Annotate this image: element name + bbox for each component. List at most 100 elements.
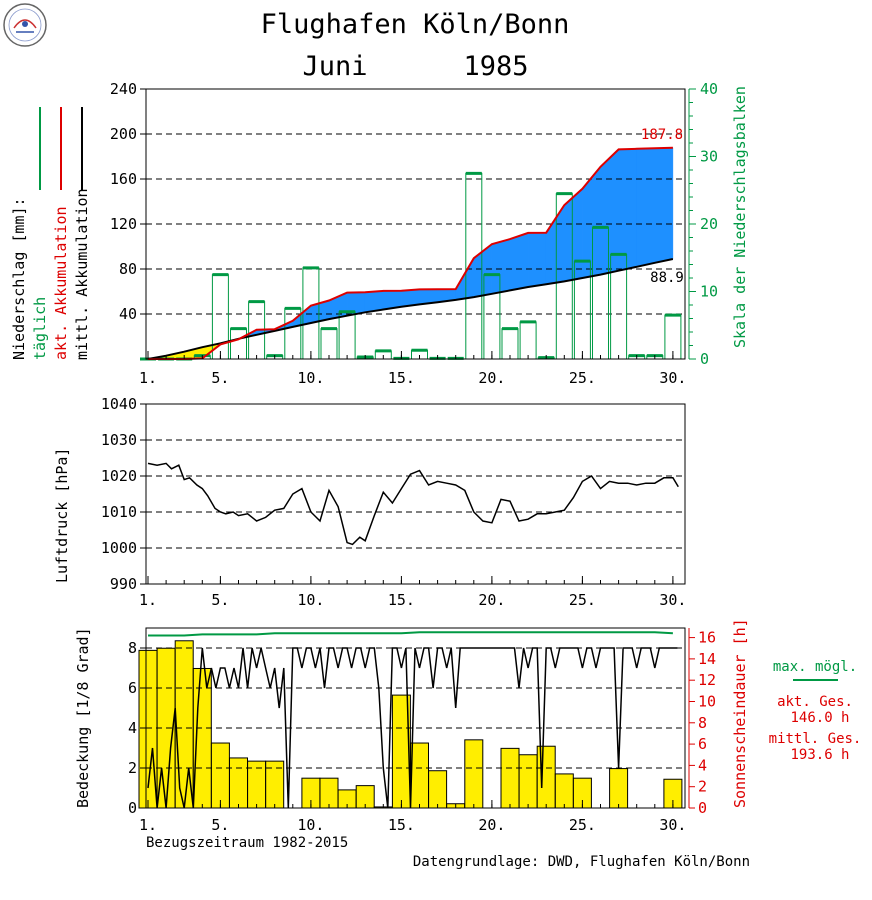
sunshine-mean-total-label: mittl. Ges. <box>769 731 862 747</box>
chart-title-year: 1985 <box>463 51 528 82</box>
pressure-y-tick-label: 1020 <box>101 467 137 485</box>
chart-title-station: Flughafen Köln/Bonn <box>261 9 570 40</box>
pressure-x-tick-label: 15. <box>388 591 415 609</box>
pressure-x-tick-label: 10. <box>297 591 324 609</box>
precip-right-tick-label: 40 <box>700 80 718 98</box>
sunshine-right-tick-label: 16 <box>698 629 716 647</box>
precip-right-tick-label: 0 <box>700 350 709 368</box>
pressure-y-tick-label: 1010 <box>101 503 137 521</box>
sunshine-bar <box>500 747 520 809</box>
sunshine-right-tick-label: 10 <box>698 692 716 710</box>
precip-x-tick-label: 20. <box>478 369 505 387</box>
surplus-fill <box>545 204 565 285</box>
clouds-y-tick-label: 8 <box>128 639 137 657</box>
precip-y-tick-label: 200 <box>110 125 137 143</box>
precip-right-tick-label: 10 <box>700 283 718 301</box>
pressure-x-tick-label: 20. <box>478 591 505 609</box>
precipitation-panel: 40 80 120 160 200 240 0 10 20 30 40 1. 5. 10. 15. 20. 25… <box>10 80 749 387</box>
sunshine-right-tick-label: 14 <box>698 650 716 668</box>
precip-x-tick-label: 10. <box>297 369 324 387</box>
reference-period: Bezugszeitraum 1982-2015 <box>146 835 348 851</box>
sunshine-bar <box>554 773 574 809</box>
pressure-x-tick-label: 25. <box>569 591 596 609</box>
dwd-logo <box>3 3 47 47</box>
clouds-x-tick-label: 20. <box>478 816 505 834</box>
sunshine-bar <box>428 770 448 809</box>
sunshine-right-tick-label: 0 <box>698 799 707 817</box>
precip-y-tick-label: 240 <box>110 80 137 98</box>
surplus-fill <box>654 147 674 264</box>
chart-title-month: Juni <box>302 51 367 82</box>
clouds-x-tick-label: 1. <box>139 816 157 834</box>
sunshine-bar <box>464 739 484 809</box>
precip-ylabel: Niederschlag [mm]: <box>10 197 28 360</box>
sunshine-right-tick-label: 4 <box>698 756 707 774</box>
clouds-y-tick-label: 0 <box>128 799 137 817</box>
sunshine-bar <box>609 768 629 809</box>
pressure-ylabel: Luftdruck [hPa] <box>53 448 71 583</box>
sunshine-right-tick-label: 6 <box>698 735 707 753</box>
pressure-line <box>147 462 679 546</box>
precip-y-tick-label: 160 <box>110 170 137 188</box>
surplus-fill <box>618 148 637 271</box>
surplus-fill <box>527 232 547 288</box>
sunshine-bar <box>518 754 538 809</box>
clouds-x-tick-label: 10. <box>297 816 324 834</box>
precip-x-tick-label: 5. <box>211 369 229 387</box>
sunshine-bar <box>536 745 556 809</box>
precip-y-tick-label: 80 <box>119 260 137 278</box>
pressure-y-tick-label: 1040 <box>101 395 137 413</box>
clouds-y-tick-label: 6 <box>128 679 137 697</box>
precip-x-tick-label: 15. <box>388 369 415 387</box>
precip-right-tick-label: 20 <box>700 215 718 233</box>
clouds-x-tick-label: 25. <box>569 816 596 834</box>
pressure-plot-frame <box>145 403 686 585</box>
clouds-x-tick-label: 15. <box>388 816 415 834</box>
precip-daily-bar <box>519 321 537 360</box>
sunshine-bar <box>210 742 230 809</box>
cloud-cover-line <box>147 647 678 809</box>
surplus-fill <box>636 148 656 268</box>
surplus-fill <box>509 232 529 291</box>
sunshine-right-tick-label: 2 <box>698 778 707 796</box>
precip-right-tick-label: 30 <box>700 148 718 166</box>
clouds-y-tick-label: 2 <box>128 759 137 777</box>
sunshine-actual-total-label: akt. Ges. <box>777 694 853 710</box>
sunshine-ylabel: Sonnenscheindauer [h] <box>731 618 749 808</box>
data-source: Datengrundlage: DWD, Flughafen Köln/Bonn <box>413 854 750 870</box>
precip-accum-end-label: 187.8 <box>641 127 683 143</box>
clouds-x-tick-label: 5. <box>211 816 229 834</box>
precip-x-tick-label: 30. <box>659 369 686 387</box>
clouds-ylabel: Bedeckung [1/8 Grad] <box>74 627 92 808</box>
pressure-x-tick-label: 5. <box>211 591 229 609</box>
legend-daily-label: täglich <box>31 297 49 360</box>
precip-daily-bar <box>501 328 519 360</box>
precip-y-tick-label: 120 <box>110 215 137 233</box>
legend-mean-label: mittl. Akkumulation <box>73 188 91 360</box>
sunshine-actual-total-value: 146.0 h <box>790 710 849 726</box>
sunshine-bar <box>410 742 429 809</box>
sunshine-right-tick-label: 12 <box>698 671 716 689</box>
pressure-y-tick-label: 1030 <box>101 431 137 449</box>
sunshine-right-tick-label: 8 <box>698 714 707 732</box>
precip-daily-bar <box>338 311 356 360</box>
pressure-x-tick-label: 30. <box>659 591 686 609</box>
clouds-x-tick-label: 30. <box>659 816 686 834</box>
surplus-fill <box>491 238 511 295</box>
pressure-panel: 990 1000 1010 1020 1030 1040 1. 5. 10. 15. 20. 25. 3… <box>53 395 686 609</box>
clouds-y-tick-label: 4 <box>128 719 137 737</box>
pressure-y-tick-label: 1000 <box>101 539 137 557</box>
precip-daily-bar <box>320 328 338 360</box>
precip-right-axis-label: Skala der Niederschlagsbalken <box>731 86 749 348</box>
precip-y-tick-label: 40 <box>119 305 137 323</box>
precip-daily-bar <box>230 328 247 360</box>
actual-accumulation-line <box>148 146 673 360</box>
precip-x-tick-label: 1. <box>139 369 157 387</box>
legend-accum-label: akt. Akkumulation <box>52 206 70 360</box>
sunshine-mean-total-value: 193.6 h <box>790 747 849 763</box>
precip-x-tick-label: 25. <box>569 369 596 387</box>
clouds-sunshine-panel: 0 2 4 6 8 0 2 4 6 8 10 12 14 16 1. 5. 10. 15. 20. 25. 30. Be… <box>74 618 861 834</box>
sunshine-bar <box>229 757 248 809</box>
pressure-y-tick-label: 990 <box>110 575 137 593</box>
